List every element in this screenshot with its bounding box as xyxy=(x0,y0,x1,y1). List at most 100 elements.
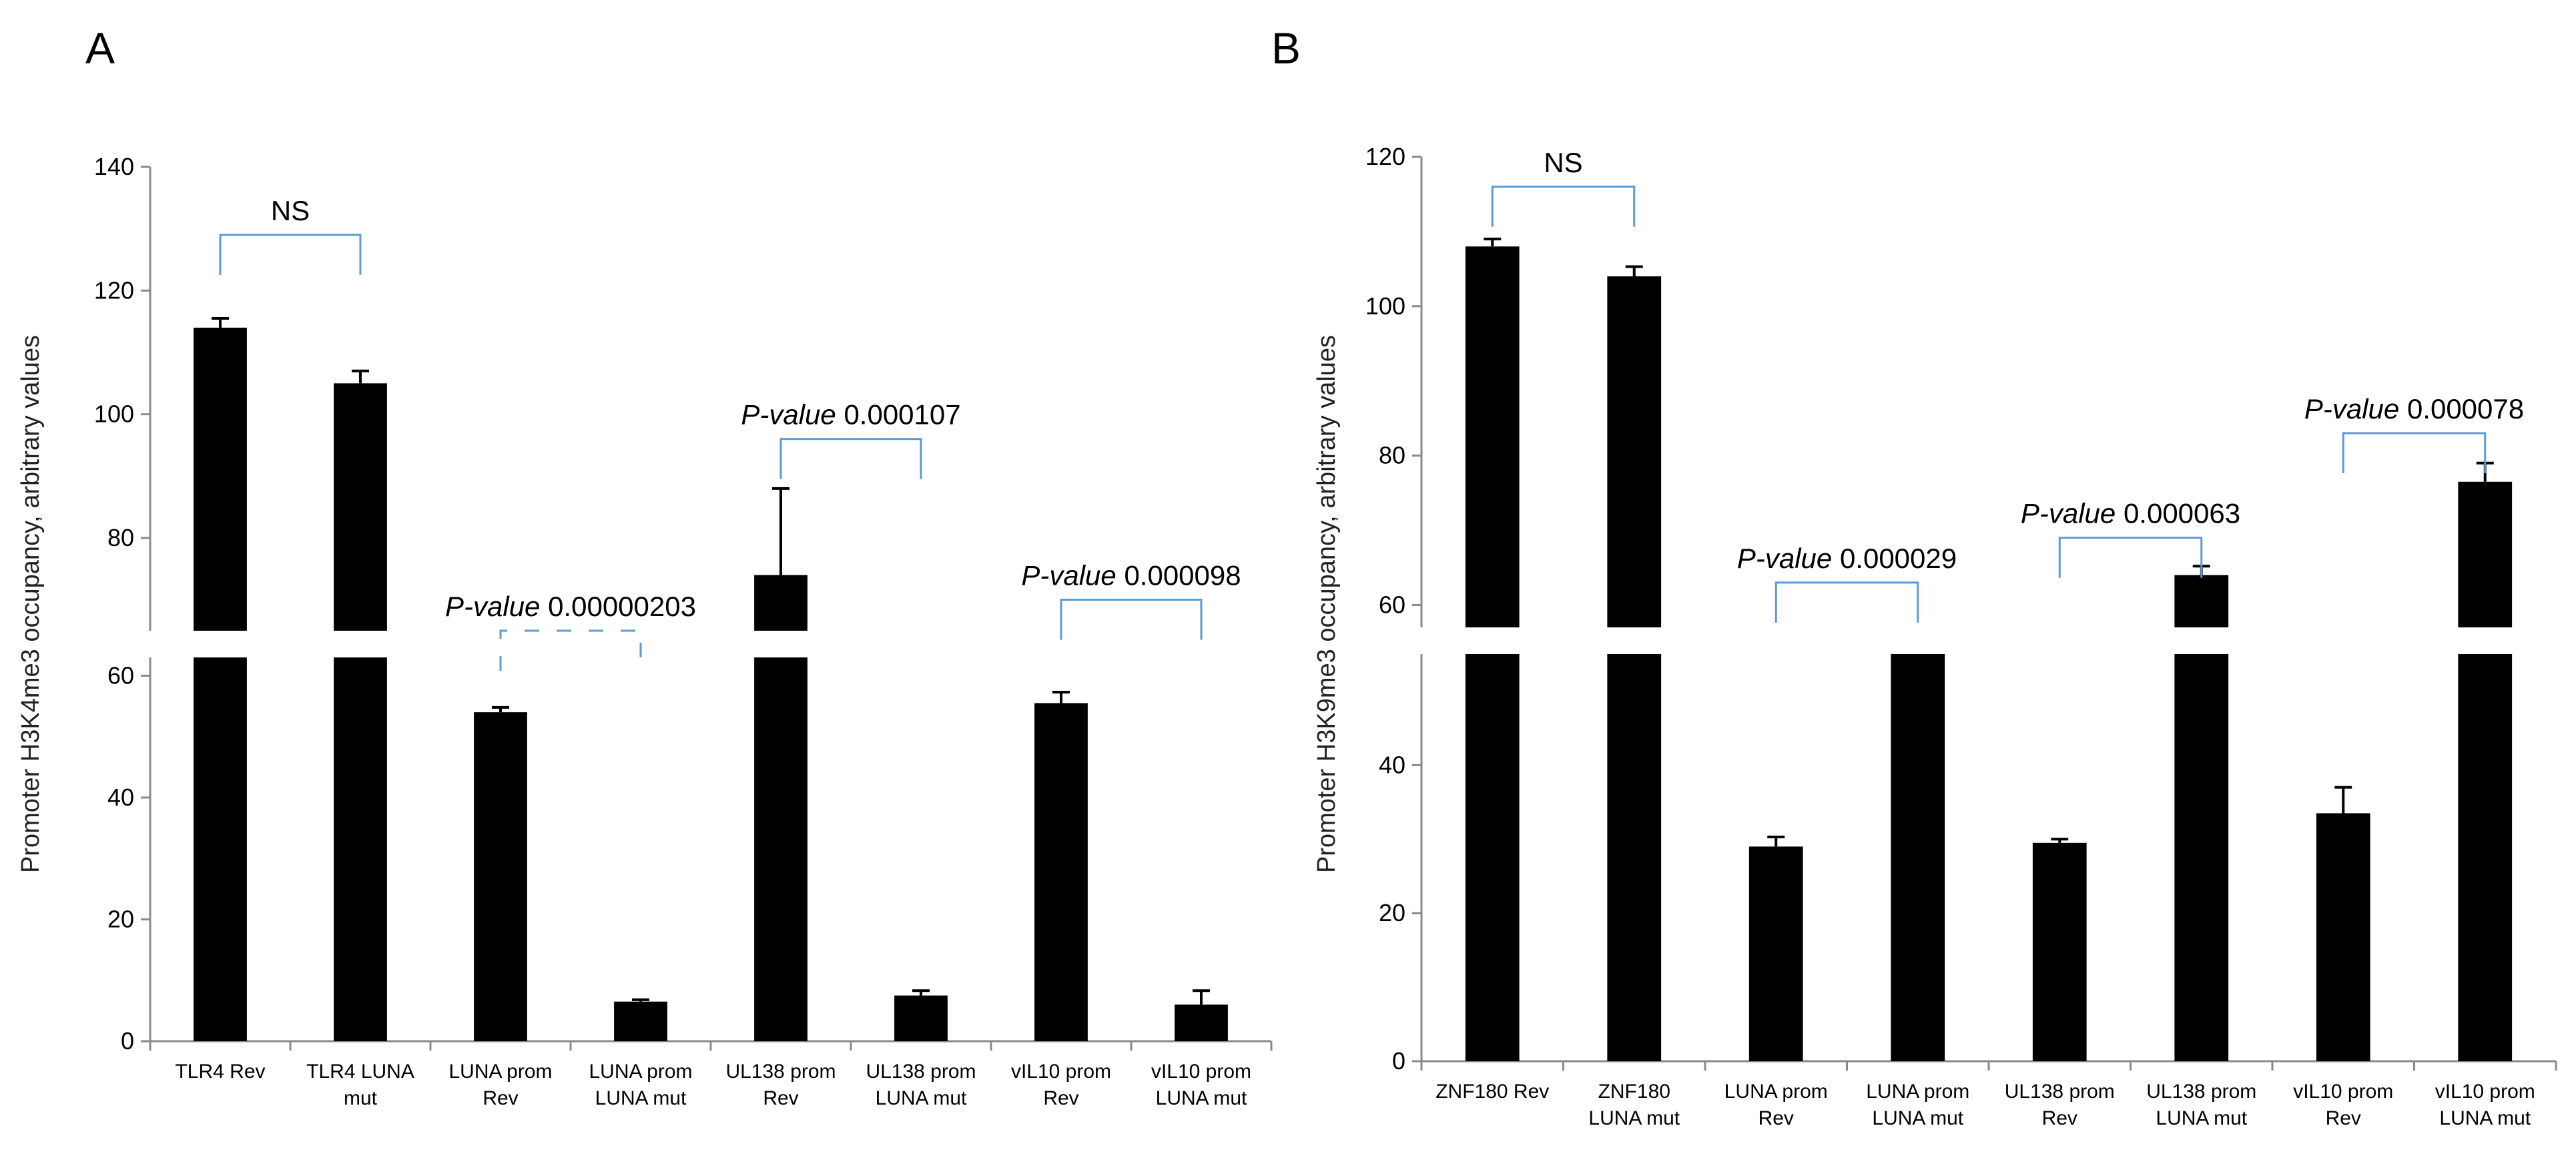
bracket-line xyxy=(1060,599,1203,640)
category-label: LUNA mut xyxy=(876,1087,967,1109)
significance-label: P-value 0.00000203 xyxy=(445,591,696,622)
category-label: Rev xyxy=(2326,1107,2361,1129)
significance-bracket: NS xyxy=(219,195,362,275)
bar-group xyxy=(194,317,247,1041)
category-label: vIL10 prom xyxy=(2293,1081,2393,1103)
bracket-line xyxy=(1775,581,1919,623)
p-value-prefix: P-value xyxy=(1737,543,1840,574)
panel-label: B xyxy=(1271,23,1301,73)
category-label: ZNF180 xyxy=(1598,1081,1670,1103)
chart-panel-B: B 0 20 40 60 80 100 120 Promoter H3K9me3 occupan… xyxy=(1271,23,2557,1129)
y-tick-label: 140 xyxy=(94,153,134,180)
bar xyxy=(2032,842,2087,1061)
bar-group xyxy=(1465,238,1520,1061)
category-label: TLR4 Rev xyxy=(175,1061,265,1083)
bar-group xyxy=(474,705,527,1041)
bar-group xyxy=(1748,835,1803,1061)
significance-bracket: P-value 0.00000203 xyxy=(445,591,696,671)
category-label: UL138 prom xyxy=(2005,1081,2115,1103)
bar-group xyxy=(894,989,948,1041)
bar-group xyxy=(1175,989,1228,1041)
significance-label: P-value 0.000107 xyxy=(741,399,960,430)
y-tick-label: 60 xyxy=(107,661,134,689)
bar-group xyxy=(2174,565,2229,1061)
category-label: vIL10 prom xyxy=(2435,1081,2535,1103)
bar-upper-segment xyxy=(334,383,387,631)
bar-group xyxy=(334,369,387,1041)
category-label: LUNA mut xyxy=(1156,1087,1247,1109)
bar-upper-segment xyxy=(1465,246,1520,627)
p-value-prefix: P-value xyxy=(2021,498,2124,529)
bracket-line xyxy=(2058,537,2203,578)
category-label: vIL10 prom xyxy=(1011,1061,1111,1083)
bar-group xyxy=(614,998,667,1041)
bar-upper-segment xyxy=(2174,575,2229,627)
p-value: 0.000063 xyxy=(2124,498,2240,529)
bar-group xyxy=(2458,461,2513,1061)
category-label: LUNA mut xyxy=(1872,1107,1963,1129)
y-axis-label: Promoter H3K4me3 occupancy, arbitrary va… xyxy=(17,335,45,873)
bar xyxy=(1034,703,1088,1041)
bar xyxy=(1175,1004,1228,1041)
category-label: Rev xyxy=(482,1087,518,1109)
p-value-prefix: P-value xyxy=(1021,560,1124,591)
category-label: LUNA prom xyxy=(1724,1081,1828,1103)
bar-lower-segment xyxy=(334,657,387,1041)
category-label: Rev xyxy=(763,1087,798,1109)
bar xyxy=(2316,813,2370,1061)
significance-label: P-value 0.000029 xyxy=(1737,543,1957,574)
category-label: LUNA mut xyxy=(595,1087,687,1109)
significance-bracket: P-value 0.000078 xyxy=(2304,393,2524,474)
significance-bracket: P-value 0.000107 xyxy=(741,399,961,479)
bar-lower-segment xyxy=(1607,654,1662,1061)
bar-group xyxy=(1891,654,1945,1061)
bar-lower-segment xyxy=(1465,654,1520,1061)
significance-label: P-value 0.000078 xyxy=(2304,393,2524,424)
panel-label: A xyxy=(85,23,115,73)
bar xyxy=(1748,846,1803,1061)
p-value: 0.000078 xyxy=(2407,393,2524,424)
y-tick-label: 80 xyxy=(107,524,134,551)
category-label: LUNA mut xyxy=(2439,1107,2531,1129)
bar-group xyxy=(2316,786,2370,1061)
category-label: mut xyxy=(344,1087,378,1109)
category-label: Rev xyxy=(1043,1087,1078,1109)
y-tick-label: 120 xyxy=(94,276,134,304)
bar-group xyxy=(1607,265,1662,1061)
bracket-line xyxy=(2342,432,2487,474)
y-tick-label: 60 xyxy=(1379,591,1405,618)
category-label: LUNA mut xyxy=(1588,1107,1680,1129)
significance-bracket: P-value 0.000029 xyxy=(1737,543,1957,623)
category-label: Rev xyxy=(1758,1107,1794,1129)
bracket-line xyxy=(499,629,642,671)
y-tick-label: 40 xyxy=(107,784,134,811)
bar-lower-segment xyxy=(2174,654,2229,1061)
significance-bracket: P-value 0.000098 xyxy=(1021,560,1241,640)
bar xyxy=(614,1001,667,1041)
significance-bracket: P-value 0.000063 xyxy=(2021,498,2240,578)
p-value: 0.000107 xyxy=(844,399,960,430)
category-label: UL138 prom xyxy=(2146,1081,2256,1103)
bar xyxy=(474,712,527,1041)
y-tick-label: 100 xyxy=(1365,292,1405,320)
bar xyxy=(894,995,948,1041)
bar-group xyxy=(2032,838,2087,1061)
y-tick-label: 100 xyxy=(94,400,134,428)
y-tick-label: 0 xyxy=(121,1027,134,1055)
y-tick-label: 20 xyxy=(1379,899,1405,926)
significance-label: P-value 0.000098 xyxy=(1021,560,1241,591)
y-tick-label: 20 xyxy=(107,905,134,932)
category-label: UL138 prom xyxy=(725,1061,836,1083)
category-label: Rev xyxy=(2042,1107,2077,1129)
p-value-prefix: P-value xyxy=(741,399,844,430)
chart-panel-A: A 0 20 40 60 80 100 120 140 Promoter H3K4me3 occu… xyxy=(17,23,1273,1109)
category-label: LUNA prom xyxy=(448,1061,552,1083)
p-value-prefix: P-value xyxy=(445,591,548,622)
bracket-line xyxy=(1491,186,1636,227)
p-value: 0.000098 xyxy=(1124,560,1241,591)
bar-lower-segment xyxy=(194,657,247,1041)
bar-lower-segment xyxy=(2458,654,2513,1061)
category-label: vIL10 prom xyxy=(1151,1061,1251,1083)
y-tick-label: 120 xyxy=(1365,143,1405,170)
bar-upper-segment xyxy=(1607,276,1662,627)
